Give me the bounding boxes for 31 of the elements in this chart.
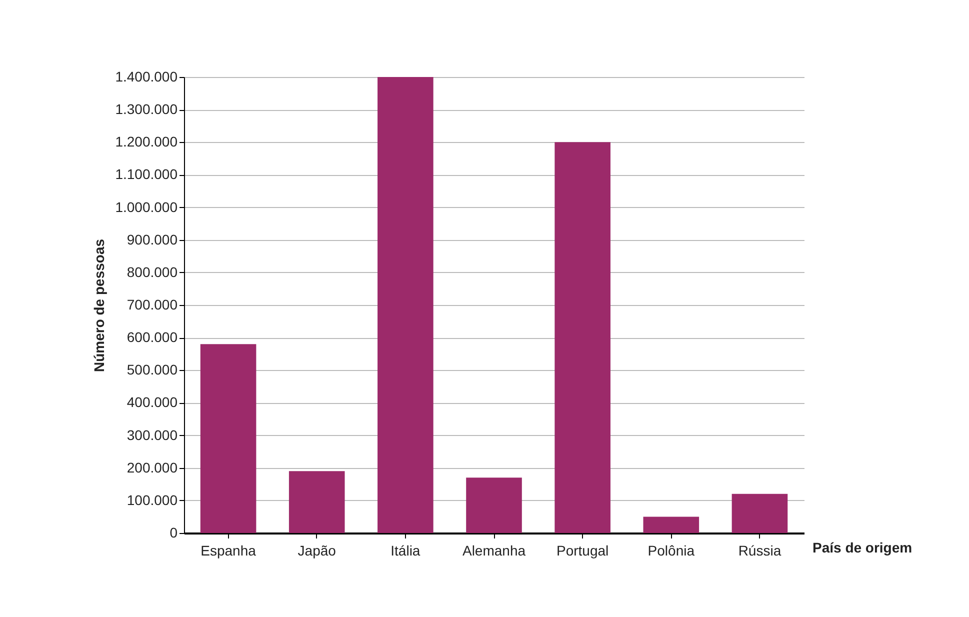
y-tick-label: 300.000 bbox=[126, 426, 178, 443]
y-tick-label: 400.000 bbox=[126, 394, 178, 410]
y-tick-label: 600.000 bbox=[126, 329, 178, 346]
y-tick-label: 1.400.000 bbox=[115, 68, 178, 84]
x-tick-label: Japão bbox=[298, 542, 336, 558]
y-axis-title: Número de pessoas bbox=[91, 238, 108, 372]
bar bbox=[200, 344, 256, 533]
bar bbox=[732, 494, 788, 533]
bar bbox=[554, 142, 610, 533]
y-tick-label: 1.300.000 bbox=[115, 101, 178, 118]
y-tick-label: 100.000 bbox=[126, 492, 178, 508]
y-tick-label: 800.000 bbox=[126, 264, 178, 280]
x-tick-label: Alemanha bbox=[462, 542, 526, 558]
x-tick-label: Espanha bbox=[200, 542, 256, 558]
y-tick-label: 900.000 bbox=[126, 231, 178, 248]
y-tick-label: 1.000.000 bbox=[115, 198, 178, 215]
bar bbox=[288, 471, 345, 533]
bar bbox=[643, 516, 700, 533]
y-tick-label: 1.100.000 bbox=[115, 166, 178, 182]
y-tick-label: 500.000 bbox=[126, 362, 178, 378]
x-tick-label: Polônia bbox=[648, 542, 695, 558]
x-tick-label: Itália bbox=[390, 542, 420, 558]
x-tick-label: Portugal bbox=[556, 542, 609, 558]
bar bbox=[378, 77, 434, 533]
y-tick-label: 0 bbox=[170, 524, 178, 540]
bar bbox=[466, 478, 522, 533]
x-tick-label: Rússia bbox=[738, 542, 782, 558]
y-tick-label: 200.000 bbox=[126, 459, 178, 476]
y-tick-label: 1.200.000 bbox=[115, 134, 178, 150]
y-tick-label: 700.000 bbox=[126, 296, 178, 312]
x-axis-title: País de origem bbox=[812, 540, 912, 556]
